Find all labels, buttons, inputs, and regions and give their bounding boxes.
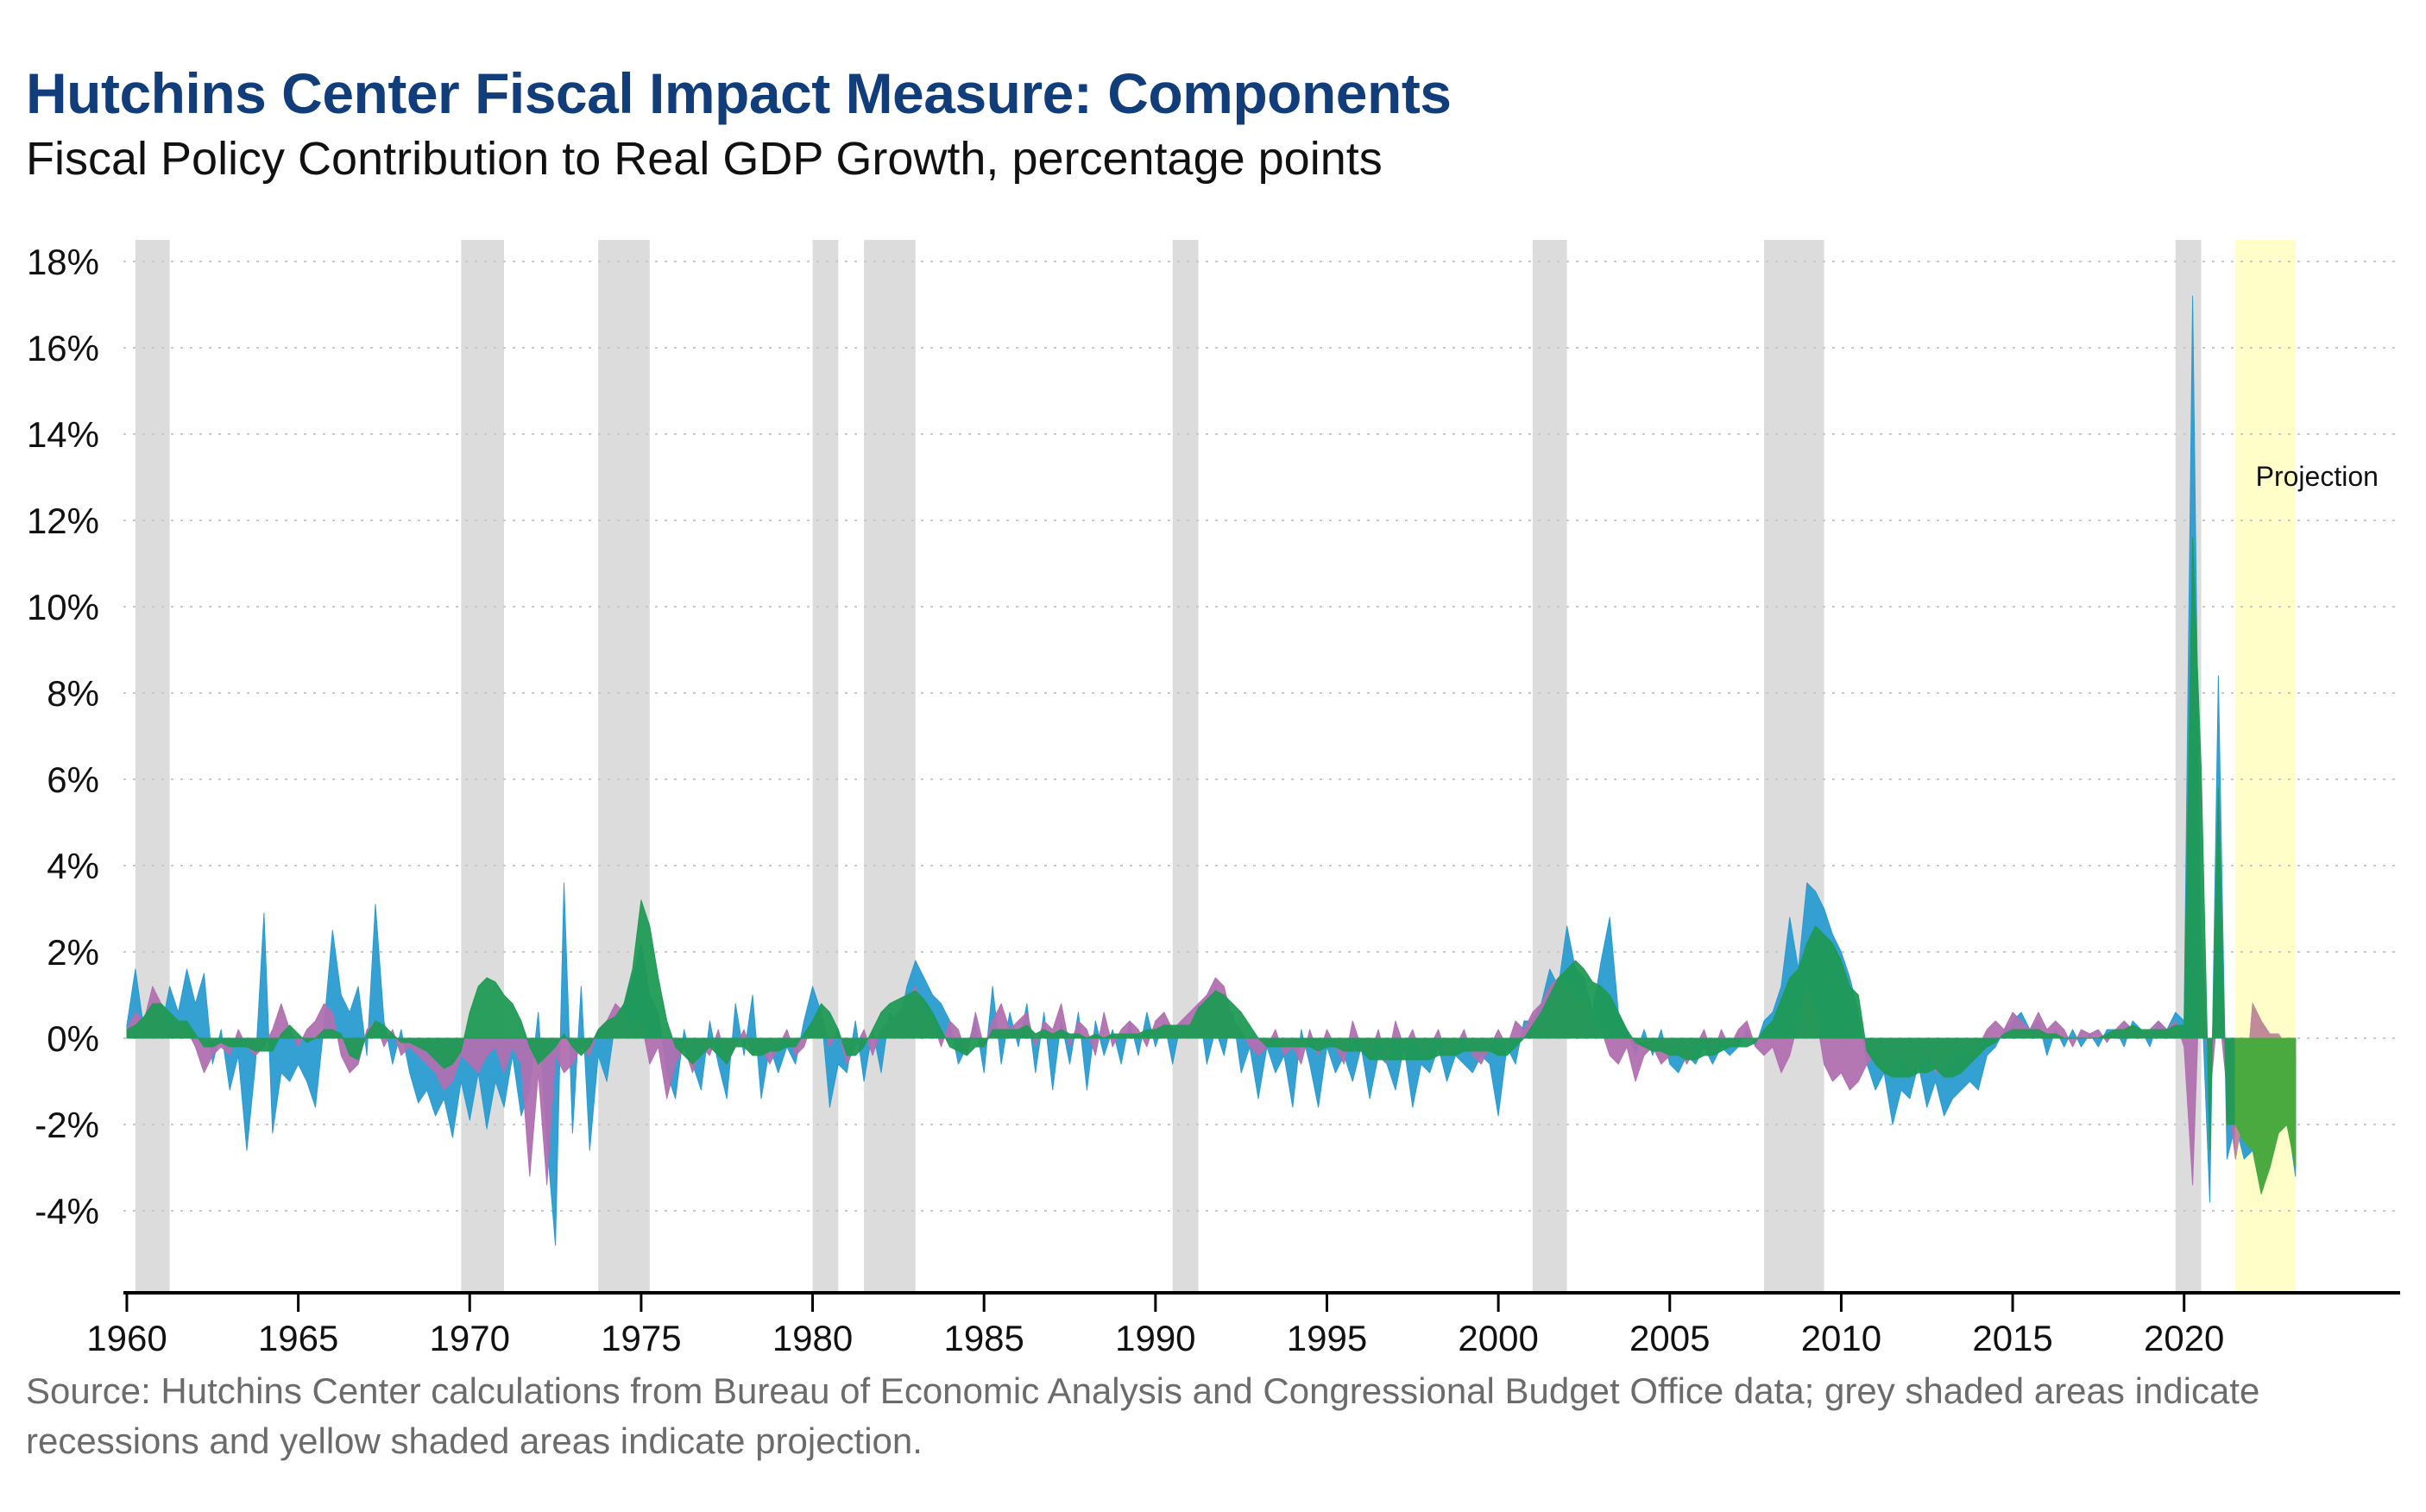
recession-band-3 [598, 240, 650, 1293]
recession-band-4 [812, 240, 839, 1293]
x-tick-label: 1990 [1115, 1318, 1195, 1358]
annotations: Projection [2256, 461, 2379, 492]
recession-bands [135, 240, 2202, 1293]
y-tick-label: 8% [47, 673, 99, 714]
x-tick-label: 2020 [2144, 1318, 2224, 1358]
y-tick-label: 16% [27, 328, 99, 369]
x-tick-label: 1995 [1287, 1318, 1367, 1358]
area-series-3 [126, 537, 2297, 1194]
y-tick-label: 2% [47, 932, 99, 973]
y-tick-label: -4% [35, 1191, 99, 1232]
x-tick-label: 2005 [1629, 1318, 1710, 1358]
x-tick-label: 2010 [1801, 1318, 1881, 1358]
x-tick-label: 1980 [772, 1318, 853, 1358]
recession-band-2 [461, 240, 504, 1293]
recession-band-7 [1532, 240, 1567, 1293]
source-note: Source: Hutchins Center calculations fro… [26, 1370, 2260, 1461]
data-areas [126, 295, 2297, 1246]
y-tick-label: 4% [47, 846, 99, 886]
x-tick-label: 1975 [601, 1318, 681, 1358]
x-tick-label: 1985 [943, 1318, 1024, 1358]
chart-title: Hutchins Center Fiscal Impact Measure: C… [26, 61, 1452, 125]
y-tick-label: 6% [47, 759, 99, 800]
recession-band-8 [1764, 240, 1824, 1293]
x-tick-label: 1970 [430, 1318, 510, 1358]
x-tick-label: 1960 [86, 1318, 167, 1358]
x-tick-label: 2015 [1972, 1318, 2052, 1358]
y-tick-label: 0% [47, 1018, 99, 1059]
recession-band-5 [864, 240, 916, 1293]
y-tick-label: 18% [27, 242, 99, 282]
recession-band-1 [135, 240, 170, 1293]
y-tick-label: 14% [27, 414, 99, 455]
y-tick-label: -2% [35, 1105, 99, 1145]
recession-band-6 [1172, 240, 1199, 1293]
x-tick-label: 2000 [1458, 1318, 1538, 1358]
projection-label: Projection [2256, 461, 2379, 492]
y-tick-label: 12% [27, 501, 99, 541]
chart-subtitle: Fiscal Policy Contribution to Real GDP G… [26, 133, 1383, 185]
area-series-1 [126, 295, 2297, 1246]
projection-area-series-3 [2234, 1037, 2297, 1195]
x-tick-label: 1965 [258, 1318, 338, 1358]
axes: -4% -2% 0% 2% 4% 6% 8% 10% 12% 14% 16% 18% 1960 1965 1… [27, 242, 2400, 1358]
y-tick-label: 10% [27, 587, 99, 627]
